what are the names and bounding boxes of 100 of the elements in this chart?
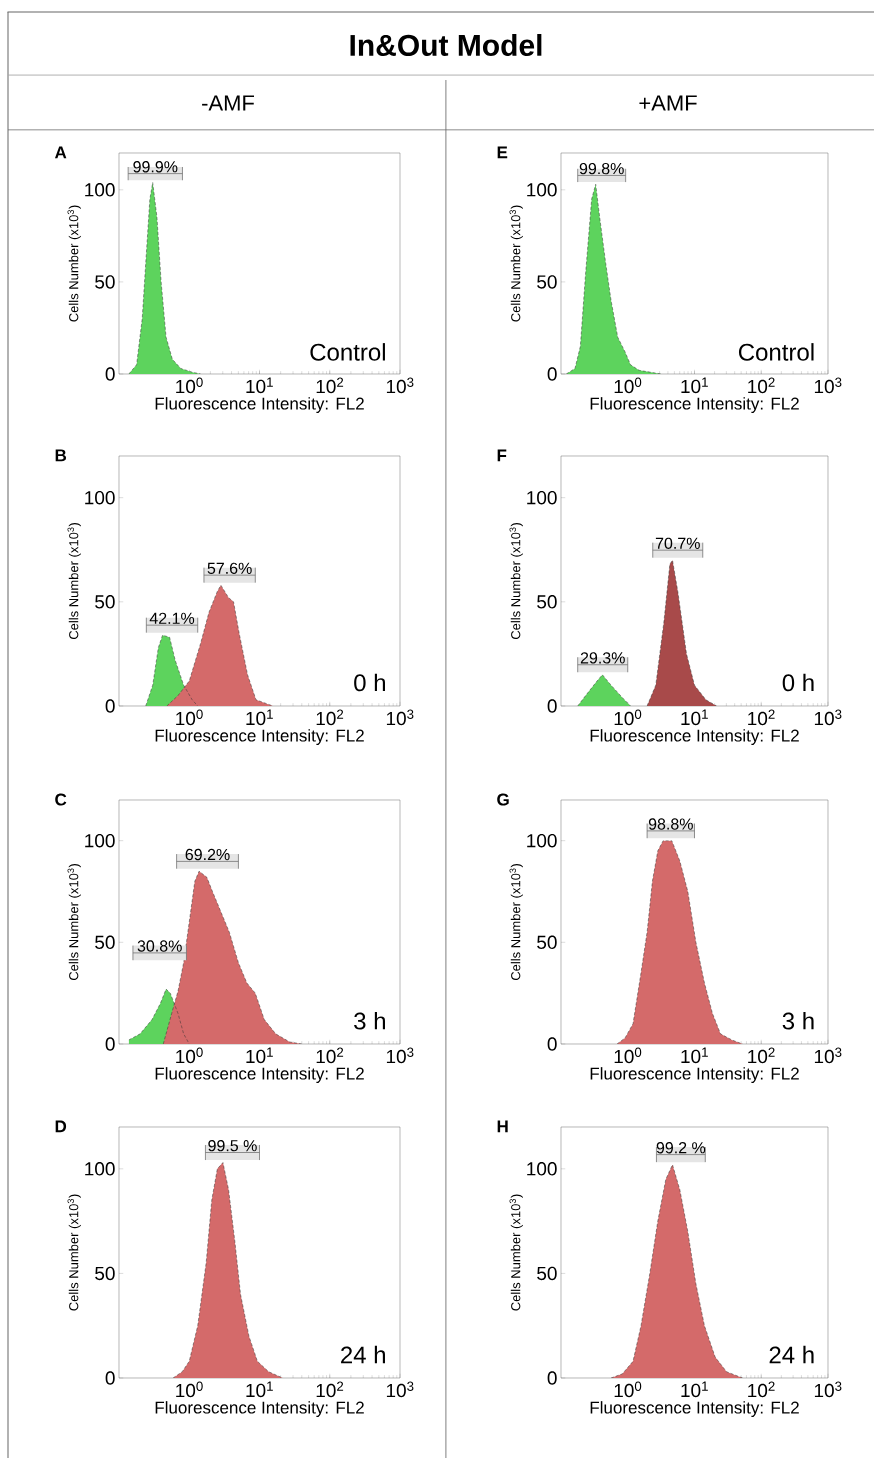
x-tick-label: 10$^{2}$ — [748, 1381, 775, 1398]
y-tick-label: 0 — [547, 1371, 557, 1385]
band-label: 99.5 % — [208, 1139, 257, 1152]
y-tick-label: 0 — [105, 1371, 115, 1385]
annotation: Control — [310, 343, 385, 361]
x-tick-label: 10$^{1}$ — [681, 709, 708, 726]
band-label: 57.6% — [207, 562, 252, 574]
x-tick-label: 10$^{2}$ — [316, 1047, 344, 1064]
chart-title: G — [497, 793, 509, 806]
y-tick-label: 100 — [85, 183, 115, 197]
x-tick-label: 10$^{0}$ — [176, 377, 203, 394]
y-axis-title: Cells Number (x10$^{3}$) — [67, 864, 81, 981]
x-tick-label: 10$^{2}$ — [748, 709, 775, 726]
text: In&Out Model — [350, 33, 542, 57]
x-axis-title: Fluorescence Intensity: FL2 — [155, 729, 364, 745]
x-tick-label: 10$^{0}$ — [614, 709, 642, 726]
y-tick-label: 50 — [95, 935, 115, 950]
y-tick-label: 50 — [537, 935, 557, 950]
text: -AMF — [202, 95, 255, 111]
band-label: 70.7% — [655, 537, 700, 549]
y-tick-label: 100 — [527, 183, 557, 197]
x-tick-label: 10$^{0}$ — [176, 709, 203, 726]
y-tick-label: 100 — [85, 1162, 115, 1176]
x-tick-label: 10$^{1}$ — [246, 1047, 273, 1064]
annotation: Control — [738, 343, 814, 361]
annotation: 24 h — [769, 1345, 814, 1364]
band-label: 42.1% — [149, 612, 195, 624]
y-axis-title: Cells Number (x10$^{3}$) — [509, 864, 523, 981]
y-axis-title: Cells Number (x10$^{3}$) — [67, 523, 81, 640]
x-tick-label: 10$^{1}$ — [246, 709, 273, 726]
x-tick-label: 10$^{1}$ — [681, 377, 708, 394]
text: +AMF — [639, 95, 697, 111]
x-tick-label: 10$^{1}$ — [681, 1047, 708, 1064]
y-tick-label: 100 — [85, 833, 115, 848]
chart-title: D — [55, 1120, 67, 1133]
x-tick-label: 10$^{0}$ — [176, 1047, 203, 1064]
y-tick-label: 50 — [537, 1266, 557, 1281]
annotation: 3 h — [782, 1011, 814, 1030]
x-axis-title: Fluorescence Intensity: FL2 — [590, 397, 799, 413]
chart-title: H — [497, 1120, 508, 1133]
y-tick-label: 50 — [537, 275, 557, 289]
y-tick-label: 100 — [527, 833, 557, 848]
y-tick-label: 0 — [105, 699, 115, 713]
y-tick-label: 0 — [547, 1037, 557, 1051]
annotation: 3 h — [354, 1011, 385, 1030]
y-tick-label: 100 — [527, 490, 557, 505]
x-tick-label: 10$^{3}$ — [814, 1047, 842, 1064]
x-tick-label: 10$^{2}$ — [316, 709, 344, 726]
x-tick-label: 10$^{1}$ — [681, 1381, 708, 1398]
y-axis-title: Cells Number (x10$^{3}$) — [509, 1194, 523, 1311]
band-label: 30.8% — [137, 940, 182, 952]
x-tick-label: 10$^{1}$ — [246, 377, 273, 394]
x-tick-label: 10$^{3}$ — [814, 377, 842, 394]
x-tick-label: 10$^{3}$ — [386, 1047, 414, 1064]
x-tick-label: 10$^{3}$ — [386, 377, 414, 394]
band-label: 99.8% — [579, 162, 624, 175]
x-tick-label: 10$^{1}$ — [246, 1381, 273, 1398]
chart-title: C — [55, 793, 67, 806]
band-label: 99.9% — [133, 161, 178, 173]
chart-title: E — [497, 146, 508, 159]
y-axis-title: Cells Number (x10$^{3}$) — [509, 205, 523, 322]
chart-title: B — [55, 449, 67, 462]
x-tick-label: 10$^{2}$ — [748, 377, 775, 394]
x-tick-label: 10$^{0}$ — [614, 1381, 642, 1398]
x-axis-title: Fluorescence Intensity: FL2 — [155, 1067, 364, 1083]
x-tick-label: 10$^{2}$ — [316, 377, 344, 394]
x-axis-title: Fluorescence Intensity: FL2 — [155, 1401, 364, 1417]
y-axis-title: Cells Number (x10$^{3}$) — [67, 1194, 81, 1311]
y-axis-title: Cells Number (x10$^{3}$) — [509, 523, 523, 640]
chart-title: A — [54, 146, 67, 159]
annotation: 24 h — [341, 1345, 385, 1364]
annotation: 0 h — [354, 673, 385, 692]
x-tick-label: 10$^{0}$ — [614, 377, 642, 394]
x-axis-title: Fluorescence Intensity: FL2 — [590, 1401, 799, 1417]
x-axis-title: Fluorescence Intensity: FL2 — [590, 1067, 799, 1083]
x-tick-label: 10$^{3}$ — [386, 1381, 414, 1398]
x-tick-label: 10$^{0}$ — [176, 1381, 203, 1398]
band-label: 99.2 % — [656, 1142, 706, 1154]
annotation: 0 h — [782, 673, 814, 692]
band-label: 29.3% — [580, 652, 625, 664]
y-tick-label: 0 — [105, 1037, 115, 1051]
x-tick-label: 10$^{2}$ — [748, 1047, 775, 1064]
y-tick-label: 0 — [547, 699, 557, 713]
x-tick-label: 10$^{2}$ — [316, 1381, 344, 1398]
y-tick-label: 50 — [95, 595, 115, 609]
band-label: 98.8% — [648, 818, 693, 830]
y-tick-label: 50 — [95, 1266, 115, 1281]
y-axis-title: Cells Number (x10$^{3}$) — [67, 205, 81, 322]
x-tick-label: 10$^{0}$ — [614, 1047, 642, 1064]
band-label: 69.2% — [185, 848, 230, 861]
y-tick-label: 50 — [537, 595, 557, 609]
y-tick-label: 0 — [547, 367, 557, 381]
x-tick-label: 10$^{3}$ — [814, 709, 842, 726]
x-axis-title: Fluorescence Intensity: FL2 — [155, 397, 364, 413]
x-tick-label: 10$^{3}$ — [386, 709, 414, 726]
chart-title: F — [497, 449, 507, 462]
y-tick-label: 100 — [527, 1162, 557, 1176]
y-tick-label: 50 — [95, 275, 115, 289]
y-tick-label: 100 — [85, 490, 115, 505]
x-tick-label: 10$^{3}$ — [814, 1381, 842, 1398]
